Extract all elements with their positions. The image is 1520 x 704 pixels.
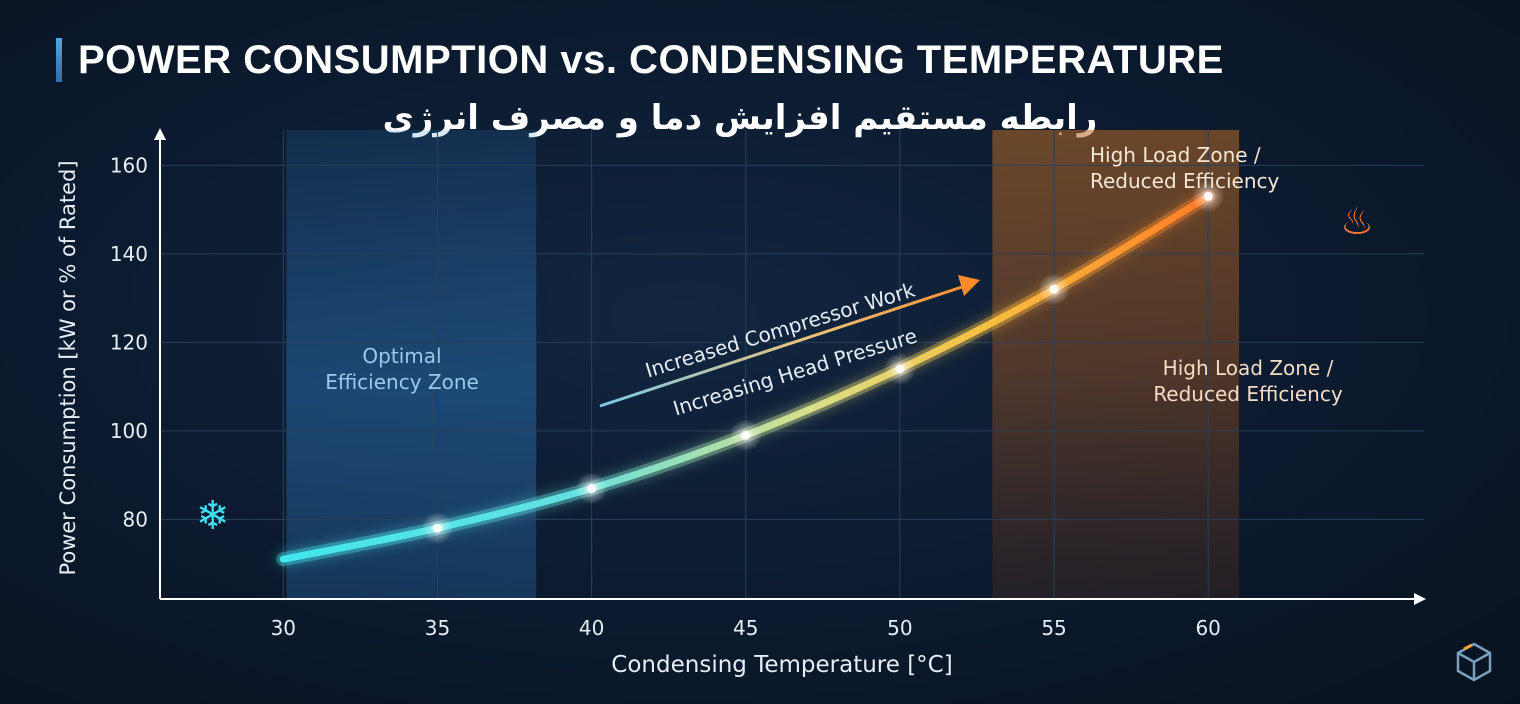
high-zone-top-line2: Reduced Efficiency xyxy=(1090,169,1280,193)
y-axis-arrowhead xyxy=(154,128,166,140)
x-tick-label: 30 xyxy=(271,616,296,640)
high-zone-top-line1: High Load Zone / xyxy=(1090,143,1261,167)
data-point xyxy=(1203,191,1213,201)
optimal-zone-label-line1: Optimal xyxy=(362,344,442,368)
high-load-zone-label-mid: High Load Zone / Reduced Efficiency xyxy=(1090,355,1406,407)
y-axis-title: Power Consumption [kW or % of Rated] xyxy=(56,160,80,576)
high-load-zone-label-top: High Load Zone / Reduced Efficiency xyxy=(1090,142,1279,194)
y-tick-label: 160 xyxy=(110,153,148,177)
x-tick-label: 55 xyxy=(1041,616,1066,640)
data-point xyxy=(1049,284,1059,294)
hot-steam-icon: ♨ xyxy=(1340,201,1375,243)
y-tick-label: 120 xyxy=(110,330,148,354)
x-axis-title: Condensing Temperature [°C] xyxy=(611,652,953,678)
y-tick-label: 100 xyxy=(110,419,148,443)
high-zone-mid-line1: High Load Zone / xyxy=(1162,356,1334,380)
x-tick-label: 40 xyxy=(579,616,604,640)
x-axis-arrowhead xyxy=(1414,593,1426,605)
data-point xyxy=(741,430,751,440)
x-tick-label: 50 xyxy=(887,616,912,640)
data-point xyxy=(895,364,905,374)
y-tick-label: 80 xyxy=(123,507,148,531)
x-tick-label: 45 xyxy=(733,616,758,640)
data-point xyxy=(432,523,442,533)
title-accent-bar xyxy=(56,38,62,82)
optimal-zone-label-line2: Efficiency Zone xyxy=(325,370,479,394)
trend-arrow-head xyxy=(958,275,980,296)
x-tick-label: 60 xyxy=(1195,616,1220,640)
trend-arrow-shaft xyxy=(599,285,963,408)
chart-title: POWER CONSUMPTION vs. CONDENSING TEMPERA… xyxy=(78,38,1224,82)
data-point xyxy=(587,483,597,493)
x-tick-label: 35 xyxy=(425,616,450,640)
high-zone-mid-line2: Reduced Efficiency xyxy=(1153,382,1343,406)
cube-logo-icon xyxy=(1456,642,1492,682)
y-tick-label: 140 xyxy=(110,242,148,266)
optimal-zone-label: Optimal Efficiency Zone xyxy=(258,343,546,395)
snowflake-icon: ❄ xyxy=(196,494,230,538)
